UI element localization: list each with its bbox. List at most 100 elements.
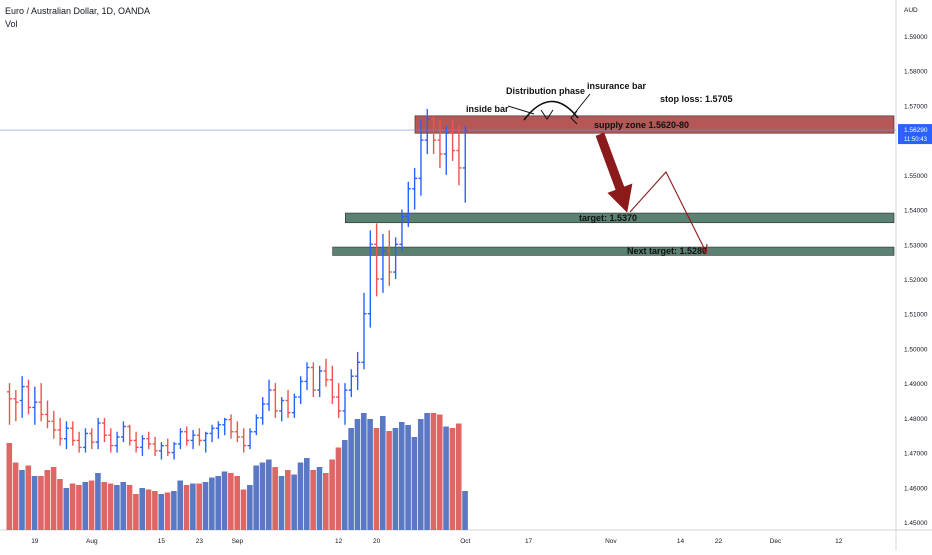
ohlc-bar xyxy=(450,119,456,161)
price-tick-label: 1.54000 xyxy=(904,208,928,215)
volume-bar xyxy=(63,488,70,530)
volume-bar xyxy=(196,483,202,530)
volume-bar xyxy=(379,416,386,530)
volume-bar xyxy=(348,428,354,530)
volume-bar xyxy=(31,476,38,530)
volume-bar xyxy=(120,482,127,530)
volume-bar xyxy=(304,458,310,530)
last-price-label: 1.56290 xyxy=(904,127,928,134)
volume-bar xyxy=(126,485,133,530)
ohlc-bar xyxy=(70,421,76,446)
ohlc-bar xyxy=(272,383,278,418)
time-tick-label: Nov xyxy=(605,538,617,545)
ohlc-bar xyxy=(51,410,57,439)
ohlc-bar xyxy=(424,108,430,155)
ohlc-bar xyxy=(234,421,240,443)
ohlc-bar xyxy=(310,362,316,398)
ohlc-bar xyxy=(323,358,329,387)
volume-legend[interactable]: Vol xyxy=(5,19,18,29)
time-tick-label: Oct xyxy=(460,538,470,545)
ohlc-bar xyxy=(361,292,367,370)
time-tick-label: 15 xyxy=(158,538,166,545)
next-target-label: Next target: 1.5280 xyxy=(627,246,707,256)
ohlc-bar xyxy=(89,428,95,450)
ohlc-bar xyxy=(32,386,38,425)
volume-bar xyxy=(240,489,247,530)
ohlc-bar xyxy=(329,365,335,404)
countdown-label: 11:50:43 xyxy=(904,137,928,143)
volume-bar xyxy=(215,476,221,530)
volume-bar xyxy=(297,462,304,530)
ohlc-bar xyxy=(57,417,63,446)
ohlc-bar xyxy=(114,431,120,453)
volume-bar xyxy=(19,470,25,530)
ohlc-bar xyxy=(399,209,405,252)
time-tick-label: 12 xyxy=(335,538,343,545)
price-tick-label: 1.49000 xyxy=(904,381,928,388)
ohlc-bar xyxy=(63,421,69,450)
price-tick-label: 1.55000 xyxy=(904,173,928,180)
price-axis: 1.590001.580001.570001.560001.550001.540… xyxy=(904,7,928,527)
ohlc-bar xyxy=(38,383,44,422)
ohlc-bar xyxy=(101,417,107,443)
volume-bar xyxy=(392,428,399,530)
volume-bar xyxy=(101,482,108,530)
volume-bar xyxy=(253,465,259,530)
ohlc-bar xyxy=(127,424,133,446)
volume-bar xyxy=(221,471,228,530)
volume-series xyxy=(6,413,468,530)
volume-bar xyxy=(107,483,114,530)
ohlc-bar xyxy=(418,119,424,196)
price-tick-label: 1.47000 xyxy=(904,451,928,458)
volume-bar xyxy=(164,492,171,530)
volume-bar xyxy=(6,443,13,530)
ohlc-bar xyxy=(209,424,215,443)
price-tick-label: 1.52000 xyxy=(904,277,928,284)
volume-bar xyxy=(133,494,139,530)
ohlc-bar xyxy=(146,431,152,450)
ohlc-bar xyxy=(279,397,285,422)
ohlc-bar xyxy=(431,115,437,155)
volume-bar xyxy=(411,437,418,530)
volume-bar xyxy=(12,462,19,530)
time-tick-label: Aug xyxy=(86,538,98,545)
ohlc-bar xyxy=(44,400,50,429)
ohlc-bar xyxy=(222,417,228,436)
volume-bar xyxy=(329,459,335,530)
price-tick-label: 1.58000 xyxy=(904,69,928,76)
time-axis: 19 Aug 15 23 Sep 12 20 Oct 17 Nov 14 22 Dec 12 xyxy=(31,538,843,545)
volume-bar xyxy=(449,428,456,530)
volume-bar xyxy=(462,491,468,530)
ohlc-bar xyxy=(139,435,145,457)
ohlc-bar xyxy=(95,417,101,450)
ohlc-bar xyxy=(165,438,171,457)
distribution-mark-left xyxy=(540,109,554,120)
next-target-zone-box xyxy=(332,246,895,256)
symbol-legend[interactable]: Euro / Australian Dollar, 1D, OANDA xyxy=(5,6,151,16)
time-tick-label: 12 xyxy=(835,538,843,545)
volume-bar xyxy=(455,423,462,530)
target-label: target: 1.5370 xyxy=(579,213,637,223)
volume-bar xyxy=(386,431,392,530)
ohlc-bar xyxy=(443,126,449,175)
volume-bar xyxy=(278,476,285,530)
volume-bar xyxy=(247,485,253,530)
volume-bar xyxy=(139,488,146,530)
ohlc-bar xyxy=(196,428,202,446)
projection-path xyxy=(629,171,707,253)
time-tick-label: 19 xyxy=(31,538,39,545)
volume-bar xyxy=(436,414,443,530)
volume-bar xyxy=(202,482,209,530)
volume-bar xyxy=(44,470,51,530)
insurance-bar-label: insurance bar xyxy=(587,81,647,91)
volume-bar xyxy=(50,467,57,530)
stop-loss-label: stop loss: 1.5705 xyxy=(660,94,733,104)
volume-bar xyxy=(266,459,272,530)
volume-bar xyxy=(38,476,44,530)
volume-bar xyxy=(82,482,89,530)
ohlc-bar xyxy=(13,390,19,422)
ohlc-bar xyxy=(7,383,12,425)
ohlc-bar xyxy=(76,431,82,453)
